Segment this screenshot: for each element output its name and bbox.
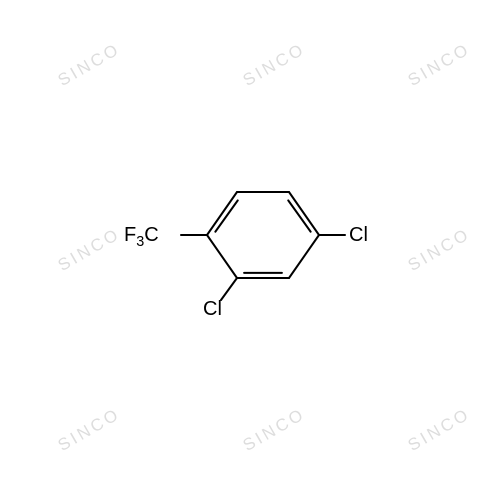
label-cl-bottom: Cl [203, 298, 222, 321]
label-f3c: F3C [124, 224, 159, 250]
label-cl-right: Cl [349, 224, 368, 247]
figure-canvas: SINCO SINCO SINCO SINCO SINCO SINCO SINC… [0, 0, 500, 500]
molecule-svg [0, 0, 500, 500]
